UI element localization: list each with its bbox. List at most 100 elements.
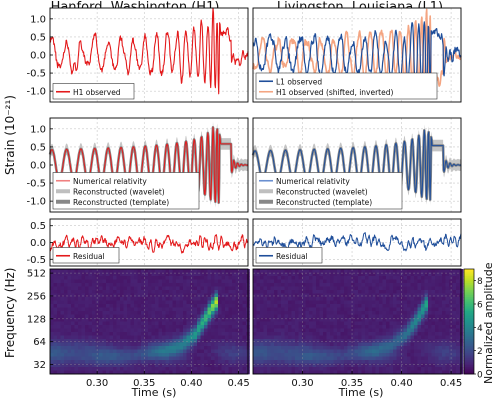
spectrogram-h1-cell	[176, 356, 180, 361]
spectrogram-l1-cell	[253, 346, 257, 350]
spectrogram-h1-cell	[239, 311, 243, 315]
spectrogram-l1-cell	[361, 370, 366, 375]
spectrogram-h1-cell	[102, 321, 107, 326]
spectrogram-h1-cell	[232, 293, 236, 298]
spectrogram-l1-cell	[375, 307, 380, 312]
spectrogram-h1-cell	[179, 304, 184, 308]
spectrogram-l1-cell	[305, 269, 310, 273]
spectrogram-h1-cell	[169, 279, 173, 284]
spectrogram-h1-cell	[155, 293, 159, 298]
spectrogram-h1-cell	[158, 269, 163, 273]
spectrogram-h1-cell	[162, 339, 166, 343]
spectrogram-l1-cell	[438, 279, 443, 284]
spectrogram-h1-cell	[239, 279, 243, 284]
spectrogram-h1-cell	[141, 325, 145, 329]
spectrogram-l1-cell	[382, 276, 387, 280]
spectrogram-l1-cell	[256, 328, 261, 333]
spectrogram-h1-cell	[134, 370, 138, 375]
spectrogram-h1-cell	[120, 269, 124, 273]
spectrogram-h1-cell	[211, 367, 215, 371]
spectrogram-h1-cell	[81, 370, 86, 375]
spectrogram-l1-cell	[428, 363, 432, 368]
spectrogram-h1-cell	[95, 293, 100, 298]
colorbar-step	[464, 269, 474, 272]
colorbar-step	[464, 347, 474, 350]
spectrogram-l1-xticklabel-1: 0.35	[341, 378, 363, 389]
spectrogram-h1-cell	[225, 304, 229, 308]
spectrogram-l1-cell	[354, 307, 359, 312]
spectrogram-h1-cell	[155, 370, 159, 375]
spectrogram-h1-cell	[60, 276, 65, 280]
spectrogram-h1-cell	[74, 318, 79, 322]
spectrogram-h1-cell	[78, 283, 82, 287]
spectrogram-l1-cell	[281, 363, 285, 368]
spectrogram-l1-cell	[274, 339, 278, 343]
spectrogram-l1-cell	[442, 269, 446, 273]
spectrogram-l1-cell	[284, 318, 289, 322]
spectrogram-h1-cell	[225, 332, 229, 336]
spectrogram-l1-cell	[253, 269, 257, 273]
spectrogram-l1-cell	[326, 300, 331, 305]
spectrogram-l1-cell	[417, 318, 422, 322]
spectrogram-h1-cell	[186, 307, 191, 312]
spectrogram-h1-cell	[172, 318, 177, 322]
spectrogram-l1-cell	[386, 307, 390, 312]
spectrogram-l1-cell	[288, 353, 292, 357]
spectrogram-h1-cell	[144, 360, 149, 364]
spectrogram-l1-cell	[421, 342, 425, 347]
spectrogram-l1-cell	[291, 335, 296, 340]
spectrogram-h1-cell	[113, 353, 117, 357]
spectrogram-h1-cell	[67, 332, 72, 336]
spectrogram-l1-cell	[431, 276, 436, 280]
spectrogram-h1-cell	[116, 311, 121, 315]
spectrogram-h1-cell	[242, 297, 247, 301]
spectrogram-h1-cell	[99, 325, 103, 329]
spectrogram-l1-cell	[431, 293, 436, 298]
spectrogram-h1-cell	[155, 339, 159, 343]
spectrogram-h1-cell	[95, 279, 100, 284]
spectrogram-h1-cell	[162, 370, 166, 375]
spectrogram-l1-cell	[424, 339, 429, 343]
spectrogram-l1-cell	[326, 325, 331, 329]
spectrogram-h1-cell	[95, 318, 100, 322]
colorbar-step	[464, 326, 474, 329]
spectrogram-h1-cell	[232, 339, 236, 343]
spectrogram-h1-cell	[214, 339, 219, 343]
spectrogram-l1-cell	[400, 339, 404, 343]
spectrogram-h1-cell	[120, 307, 124, 312]
spectrogram-h1-cell	[214, 293, 219, 298]
spectrogram-h1-cell	[214, 290, 219, 294]
spectrogram-l1-cell	[358, 367, 362, 371]
spectrogram-l1-cell	[274, 321, 278, 326]
spectrogram-h1-cell	[78, 279, 82, 284]
spectrogram-l1-cell	[340, 318, 345, 322]
spectrogram-l1-cell	[277, 314, 282, 319]
spectrogram-h1-cell	[218, 360, 222, 364]
spectrogram-h1-cell	[207, 328, 212, 333]
spectrogram-l1-cell	[295, 283, 299, 287]
spectrogram-h1-cell	[88, 360, 93, 364]
spectrogram-l1-cell	[456, 297, 460, 301]
spectrogram-h1-cell	[211, 297, 215, 301]
spectrogram-l1-cell	[277, 318, 282, 322]
spectrogram-h1-cell	[176, 297, 180, 301]
spectrogram-l1-cell	[414, 286, 418, 291]
spectrogram-l1-cell	[431, 279, 436, 284]
spectrogram-h1-cell	[53, 349, 58, 354]
spectrogram-h1-cell	[88, 283, 93, 287]
spectrogram-h1-cell	[179, 346, 184, 350]
spectrogram-l1-cell	[407, 311, 411, 315]
spectrogram-l1-cell	[449, 342, 453, 347]
spectrogram-h1-cell	[123, 363, 128, 368]
spectrogram-l1-cell	[312, 325, 317, 329]
spectrogram-l1-cell	[417, 349, 422, 354]
spectrogram-h1-cell	[218, 293, 222, 298]
spectrogram-l1-cell	[277, 272, 282, 277]
spectrogram-h1-cell	[74, 304, 79, 308]
colorbar-step	[464, 321, 474, 324]
spectrogram-l1-cell	[284, 356, 289, 361]
spectrogram-h1-cell	[57, 283, 61, 287]
spectrogram-h1-cell	[186, 367, 191, 371]
spectrogram-l1-cell	[428, 349, 432, 354]
spectrogram-h1-cell	[74, 367, 79, 371]
